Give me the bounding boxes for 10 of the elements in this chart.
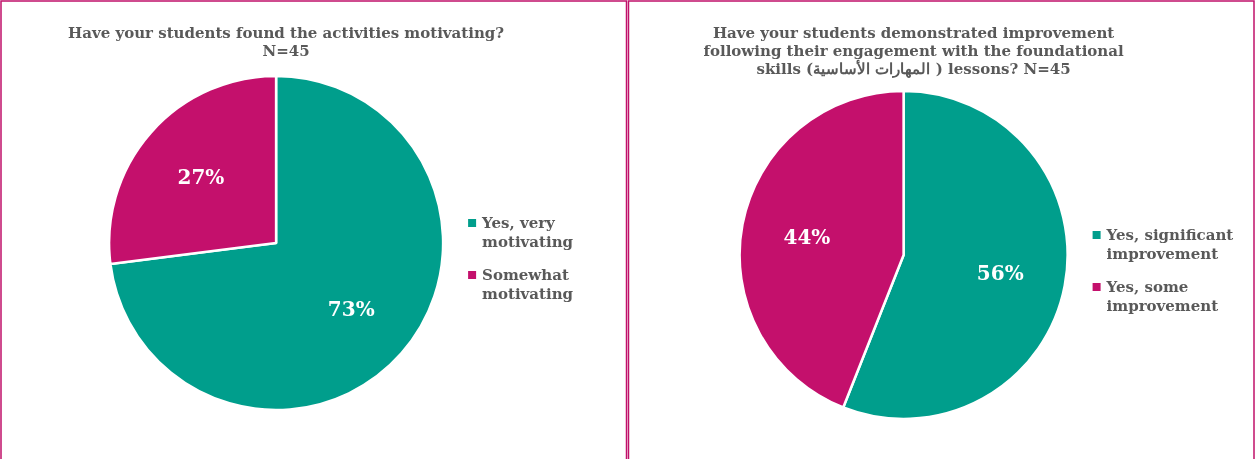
legend-label: Yes, some improvement: [1105, 278, 1219, 315]
data-label: 44%: [783, 224, 831, 249]
data-label: 27%: [177, 164, 225, 189]
data-label: 73%: [327, 297, 375, 322]
data-label: 56%: [976, 261, 1024, 286]
legend-label: Yes, very motivating: [481, 214, 574, 251]
chart-title: Have your students found the activities motivating? N=45: [68, 24, 505, 60]
legend-label: Somewhat motivating: [482, 266, 574, 303]
legend-label: Yes, significant improvement: [1105, 226, 1234, 263]
pie-slice: [109, 74, 445, 412]
